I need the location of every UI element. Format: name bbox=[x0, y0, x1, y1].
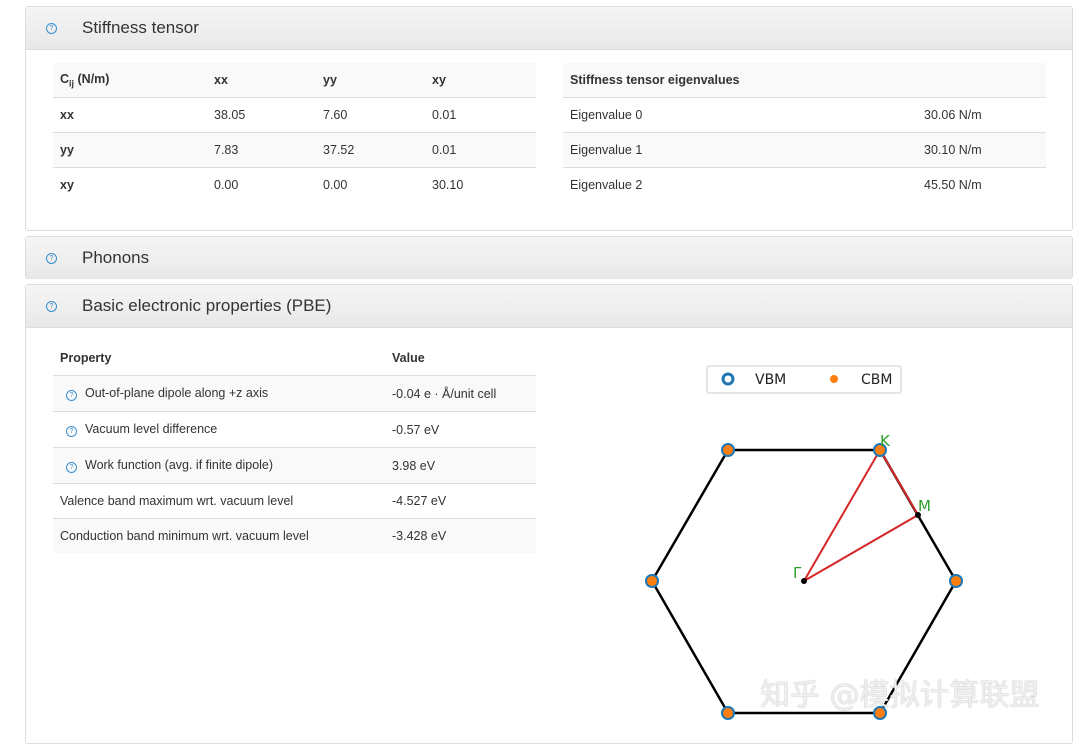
help-icon[interactable]: ? bbox=[66, 462, 77, 473]
panel-title: Basic electronic properties (PBE) bbox=[82, 296, 332, 315]
eigen-header: Stiffness tensor eigenvalues bbox=[570, 73, 740, 87]
help-icon[interactable]: ? bbox=[46, 22, 57, 34]
table-row: ? Vacuum level difference -0.57 eV bbox=[53, 411, 536, 448]
stiffness-header[interactable]: ? Stiffness tensor bbox=[26, 7, 1072, 50]
vertex-marker bbox=[645, 574, 659, 588]
electronic-table: Property Value ? Out-of-plane dipole along… bbox=[53, 341, 536, 553]
m-label: M bbox=[918, 497, 931, 515]
legend-box bbox=[706, 365, 902, 394]
table-row: Valence band maximum wrt. vacuum level -4… bbox=[53, 483, 536, 519]
table-row: Eigenvalue 1 30.10 N/m bbox=[563, 132, 1046, 168]
phonons-header[interactable]: ? Phonons bbox=[26, 237, 1072, 279]
panel-title: Phonons bbox=[82, 248, 150, 267]
table-row: Eigenvalue 0 30.06 N/m bbox=[563, 97, 1046, 133]
col-header: Property bbox=[60, 351, 112, 365]
help-icon[interactable]: ? bbox=[66, 390, 77, 401]
table-row: Conduction band minimum wrt. vacuum leve… bbox=[53, 518, 536, 553]
band-edge-markers bbox=[645, 443, 963, 720]
table-row: xy 0.00 0.00 30.10 bbox=[53, 167, 536, 202]
help-icon[interactable]: ? bbox=[46, 252, 57, 264]
vertex-marker bbox=[721, 706, 735, 720]
col-header: xx bbox=[214, 73, 228, 87]
eigenvalue-table: Stiffness tensor eigenvalues Eigenvalue … bbox=[563, 63, 1046, 202]
col-header: Value bbox=[392, 351, 425, 365]
stiffness-table: Cij (N/m) xx yy xy xx 38.05 7.60 0.01 yy 7.83 37… bbox=[53, 63, 536, 202]
table-row: Eigenvalue 2 45.50 N/m bbox=[563, 167, 1046, 202]
header-cij: Cij (N/m) bbox=[60, 71, 110, 89]
watermark: 知乎 @模拟计算联盟 bbox=[760, 678, 1040, 713]
table-row: ? Work function (avg. if finite dipole) 3.… bbox=[53, 447, 536, 484]
legend-cbm-label: CBM bbox=[861, 372, 892, 388]
legend-cbm-marker bbox=[830, 375, 838, 383]
gamma-point bbox=[801, 578, 807, 584]
m-point bbox=[915, 512, 921, 518]
panel-title: Stiffness tensor bbox=[82, 18, 199, 37]
phonons-panel[interactable]: ? Phonons bbox=[25, 236, 1073, 279]
gamma-label: Γ bbox=[793, 564, 802, 582]
col-header: yy bbox=[323, 73, 337, 87]
vertex-marker bbox=[949, 574, 963, 588]
table-row: ? Out-of-plane dipole along +z axis -0.04 … bbox=[53, 375, 536, 412]
table-row: yy 7.83 37.52 0.01 bbox=[53, 132, 536, 168]
help-icon[interactable]: ? bbox=[66, 426, 77, 437]
vertex-marker bbox=[721, 443, 735, 457]
col-header: xy bbox=[432, 73, 446, 87]
vertex-marker bbox=[873, 443, 887, 457]
electronic-header[interactable]: ? Basic electronic properties (PBE) bbox=[26, 285, 1072, 328]
legend-vbm-marker bbox=[721, 372, 735, 386]
vertex-marker bbox=[873, 706, 887, 720]
legend-vbm-label: VBM bbox=[755, 372, 786, 388]
k-label: K bbox=[880, 432, 891, 450]
high-symmetry-path bbox=[803, 448, 920, 582]
table-row: xx 38.05 7.60 0.01 bbox=[53, 97, 536, 133]
stiffness-panel: ? Stiffness tensor Cij (N/m) xx yy xy xx 38.0… bbox=[25, 6, 1073, 231]
help-icon[interactable]: ? bbox=[46, 300, 57, 312]
